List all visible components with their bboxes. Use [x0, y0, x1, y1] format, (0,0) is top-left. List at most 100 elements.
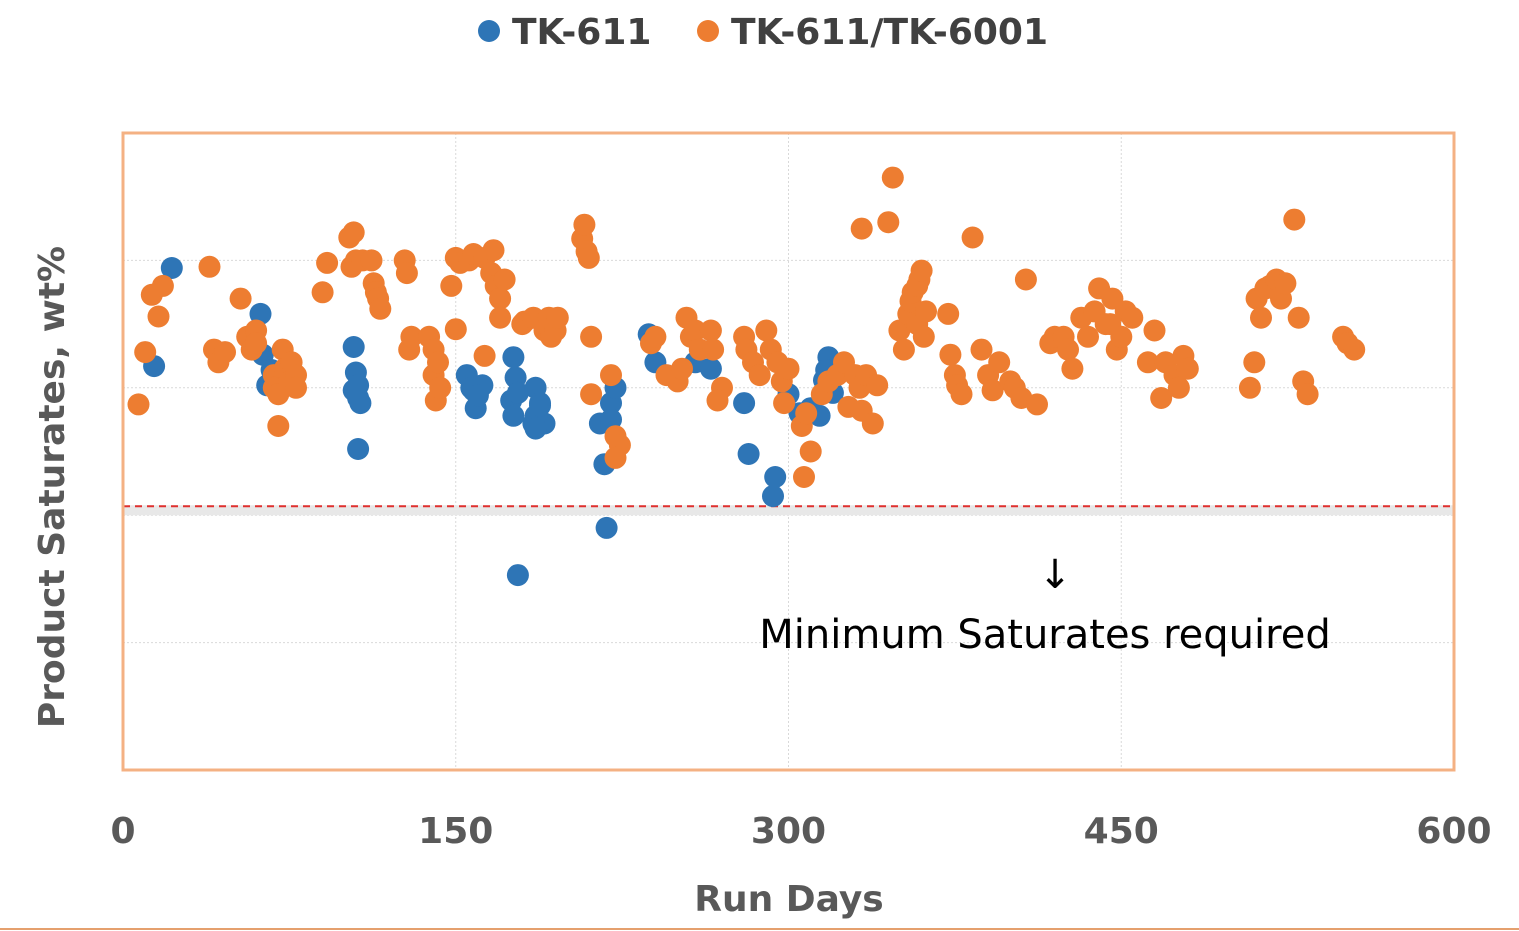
- point-tk-611-tk-6001: [1250, 306, 1272, 329]
- point-tk-611-tk-6001: [1243, 351, 1266, 374]
- legend: TK-611 TK-611/TK-6001: [478, 12, 1048, 53]
- point-tk-611-tk-6001: [861, 412, 884, 435]
- point-tk-611-tk-6001: [151, 274, 174, 297]
- point-tk-611-tk-6001: [429, 376, 452, 399]
- point-tk-611-tk-6001: [267, 415, 290, 437]
- point-tk-611-tk-6001: [799, 440, 822, 463]
- point-tk-611: [595, 516, 618, 539]
- point-tk-611-tk-6001: [1143, 319, 1166, 342]
- x-tick-labels: 0 150 300 450 600: [110, 811, 1491, 852]
- point-tk-611: [762, 485, 784, 508]
- legend-label-tk-611-tk-6001: TK-611/TK-6001: [731, 12, 1048, 53]
- point-tk-611-tk-6001: [970, 338, 993, 361]
- legend-marker-tk-611: [478, 20, 500, 42]
- x-tick-label: 450: [1084, 811, 1159, 852]
- point-tk-611-tk-6001: [400, 325, 423, 348]
- point-tk-611: [733, 392, 756, 415]
- gridlines: [123, 133, 1454, 770]
- point-tk-611-tk-6001: [369, 297, 392, 320]
- point-tk-611-tk-6001: [311, 281, 334, 304]
- point-tk-611-tk-6001: [1110, 325, 1133, 348]
- point-tk-611-tk-6001: [1150, 387, 1173, 409]
- point-tk-611-tk-6001: [577, 246, 600, 269]
- point-tk-611-tk-6001: [915, 300, 937, 323]
- point-tk-611-tk-6001: [777, 357, 800, 380]
- point-tk-611: [502, 404, 525, 427]
- point-tk-611-tk-6001: [939, 343, 962, 366]
- point-tk-611: [342, 336, 365, 358]
- x-tick-label: 0: [110, 811, 135, 852]
- point-tk-611-tk-6001: [910, 259, 933, 282]
- point-tk-611-tk-6001: [699, 319, 722, 342]
- point-tk-611: [347, 374, 370, 397]
- point-tk-611-tk-6001: [1343, 338, 1366, 361]
- point-tk-611-tk-6001: [755, 319, 778, 342]
- point-tk-611: [506, 381, 529, 404]
- point-tk-611-tk-6001: [147, 305, 170, 328]
- threshold-arrow: ↓: [1038, 552, 1072, 598]
- data-points: [127, 166, 1366, 587]
- point-tk-611-tk-6001: [877, 211, 900, 234]
- point-tk-611-tk-6001: [1287, 306, 1310, 329]
- point-tk-611-tk-6001: [473, 344, 496, 367]
- point-tk-611-tk-6001: [1167, 376, 1190, 399]
- point-tk-611-tk-6001: [1176, 357, 1199, 380]
- point-tk-611-tk-6001: [981, 379, 1004, 402]
- point-tk-611-tk-6001: [1274, 272, 1297, 295]
- point-tk-611-tk-6001: [793, 466, 815, 488]
- point-tk-611-tk-6001: [440, 274, 463, 297]
- point-tk-611-tk-6001: [706, 389, 729, 412]
- point-tk-611-tk-6001: [214, 341, 236, 364]
- legend-label-tk-611: TK-611: [512, 12, 651, 53]
- point-tk-611-tk-6001: [644, 325, 667, 348]
- x-axis-title: Run Days: [694, 879, 883, 920]
- point-tk-611: [506, 564, 529, 587]
- point-tk-611-tk-6001: [600, 364, 622, 387]
- point-tk-611-tk-6001: [1061, 357, 1084, 380]
- point-tk-611: [347, 438, 370, 460]
- point-tk-611-tk-6001: [229, 287, 252, 310]
- point-tk-611: [466, 384, 489, 407]
- point-tk-611-tk-6001: [427, 351, 449, 374]
- point-tk-611-tk-6001: [395, 262, 418, 285]
- point-tk-611: [502, 346, 525, 369]
- point-tk-611-tk-6001: [198, 255, 221, 278]
- point-tk-611-tk-6001: [493, 268, 516, 291]
- point-tk-611-tk-6001: [1057, 338, 1079, 361]
- point-tk-611-tk-6001: [1121, 306, 1144, 329]
- legend-marker-tk-611-tk-6001: [697, 20, 719, 42]
- point-tk-611-tk-6001: [866, 374, 889, 397]
- point-tk-611: [737, 443, 760, 465]
- point-tk-611-tk-6001: [912, 325, 935, 348]
- point-tk-611-tk-6001: [285, 376, 307, 399]
- x-tick-label: 600: [1416, 811, 1491, 852]
- point-tk-611-tk-6001: [134, 341, 157, 364]
- point-tk-611-tk-6001: [604, 446, 627, 469]
- point-tk-611-tk-6001: [342, 221, 365, 244]
- point-tk-611: [349, 392, 372, 415]
- point-tk-611-tk-6001: [961, 226, 984, 249]
- point-tk-611: [529, 394, 551, 417]
- plot-border: [121, 131, 1456, 772]
- point-tk-611-tk-6001: [888, 319, 911, 342]
- point-tk-611-tk-6001: [937, 302, 960, 325]
- point-tk-611-tk-6001: [1026, 393, 1048, 416]
- threshold-label: Minimum Saturates required: [759, 612, 1330, 658]
- point-tk-611-tk-6001: [795, 402, 818, 425]
- point-tk-611-tk-6001: [489, 287, 512, 310]
- point-tk-611-tk-6001: [1136, 351, 1159, 374]
- point-tk-611-tk-6001: [702, 338, 725, 361]
- point-tk-611-tk-6001: [1296, 383, 1319, 406]
- point-tk-611-tk-6001: [245, 332, 268, 355]
- point-tk-611-tk-6001: [748, 364, 771, 387]
- point-tk-611: [249, 302, 272, 325]
- point-tk-611-tk-6001: [360, 249, 383, 272]
- point-tk-611-tk-6001: [1238, 376, 1261, 399]
- point-tk-611-tk-6001: [444, 318, 467, 341]
- point-tk-611: [160, 257, 183, 279]
- point-tk-611: [699, 357, 722, 380]
- point-tk-611-tk-6001: [1283, 208, 1306, 231]
- point-tk-611: [524, 417, 547, 440]
- point-tk-611-tk-6001: [881, 166, 904, 189]
